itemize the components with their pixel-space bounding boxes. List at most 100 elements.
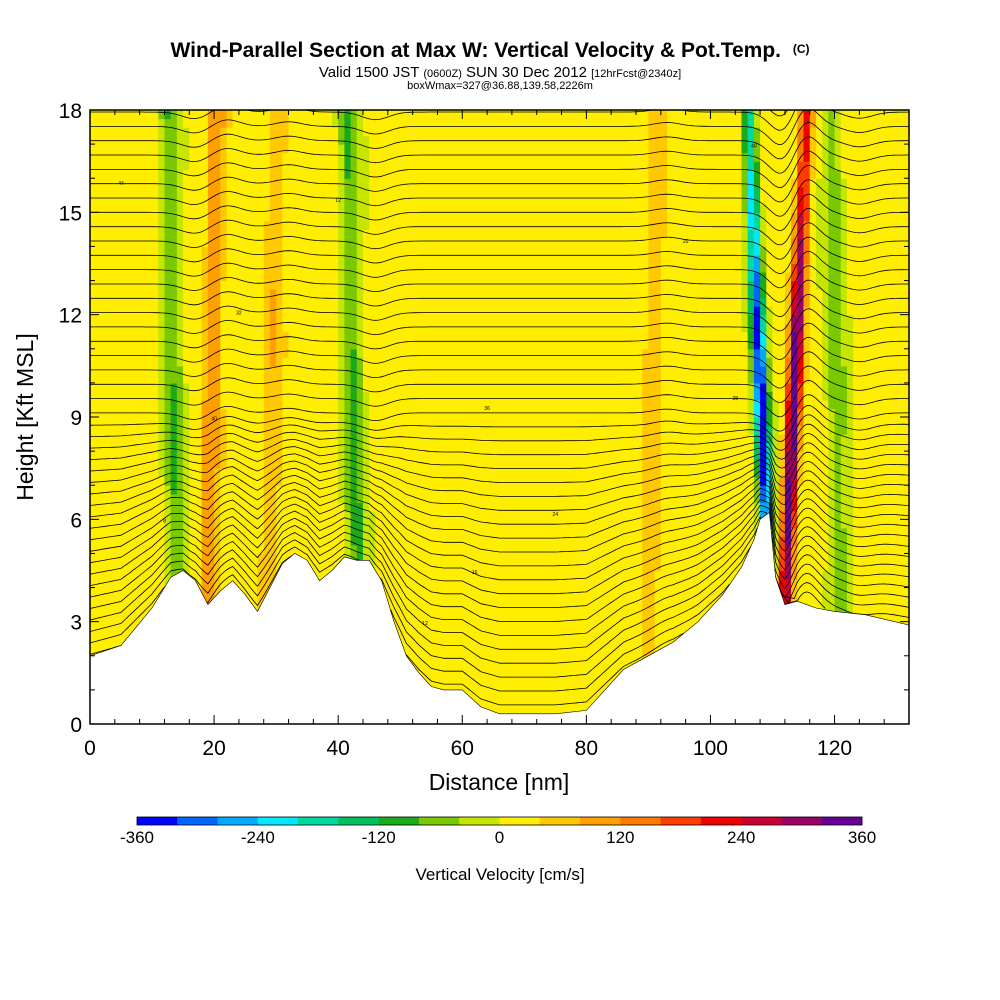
velocity-cell — [90, 451, 97, 461]
velocity-cell — [164, 254, 172, 265]
velocity-cell — [344, 340, 352, 350]
velocity-cell — [350, 297, 358, 307]
velocity-cell — [220, 289, 228, 299]
velocity-cell — [145, 382, 153, 393]
velocity-cell — [381, 169, 389, 179]
velocity-cell — [269, 110, 277, 120]
velocity-cell — [443, 442, 451, 452]
velocity-cell — [201, 544, 209, 555]
velocity-cell — [108, 229, 116, 239]
velocity-cell — [214, 246, 221, 256]
velocity-cell — [518, 570, 525, 580]
velocity-cell — [294, 263, 302, 273]
velocity-cell — [133, 459, 141, 469]
velocity-cell — [474, 220, 482, 230]
velocity-cell — [251, 254, 259, 265]
velocity-cell — [493, 655, 501, 665]
velocity-cell — [276, 246, 283, 256]
velocity-cell — [145, 587, 153, 597]
velocity-cell — [381, 561, 389, 572]
velocity-cell — [375, 476, 383, 486]
velocity-cell — [319, 246, 327, 256]
velocity-cell — [505, 110, 513, 120]
velocity-cell — [152, 485, 159, 495]
velocity-cell — [121, 297, 128, 307]
velocity-cell — [325, 365, 333, 375]
velocity-cell — [158, 434, 166, 444]
velocity-cell — [344, 399, 352, 410]
velocity-cell — [381, 485, 389, 495]
velocity-cell — [431, 527, 439, 537]
velocity-cell — [499, 544, 507, 555]
velocity-cell — [108, 272, 116, 282]
velocity-cell — [511, 340, 519, 350]
velocity-cell — [294, 246, 302, 256]
velocity-cell — [387, 272, 395, 282]
velocity-cell — [406, 323, 414, 333]
velocity-cell — [363, 425, 370, 435]
velocity-cell — [195, 391, 203, 401]
velocity-cell — [462, 212, 470, 222]
velocity-cell — [344, 272, 352, 282]
velocity-cell — [245, 246, 252, 256]
velocity-cell — [369, 544, 377, 555]
velocity-cell — [456, 630, 463, 640]
velocity-cell — [121, 272, 128, 282]
velocity-cell — [127, 306, 135, 316]
velocity-cell — [443, 127, 451, 137]
velocity-cell — [276, 254, 283, 265]
velocity-cell — [394, 493, 401, 503]
velocity-cell — [363, 186, 370, 196]
velocity-cell — [170, 527, 178, 537]
velocity-cell — [394, 289, 401, 299]
velocity-cell — [406, 434, 414, 444]
velocity-cell — [493, 417, 501, 427]
velocity-cell — [350, 254, 358, 265]
velocity-cell — [158, 340, 166, 350]
velocity-cell — [480, 263, 488, 273]
velocity-cell — [474, 169, 482, 179]
velocity-cell — [121, 340, 128, 350]
velocity-cell — [319, 527, 327, 537]
velocity-cell — [443, 263, 451, 273]
velocity-cell — [245, 374, 252, 384]
velocity-cell — [331, 417, 339, 427]
velocity-cell — [493, 306, 501, 316]
velocity-cell — [102, 229, 110, 239]
velocity-cell — [96, 127, 104, 137]
velocity-cell — [381, 348, 389, 358]
velocity-cell — [437, 596, 445, 606]
velocity-cell — [480, 272, 488, 282]
velocity-cell — [369, 348, 377, 358]
velocity-cell — [363, 263, 370, 273]
velocity-cell — [493, 195, 501, 205]
velocity-cell — [251, 459, 259, 469]
velocity-cell — [375, 536, 383, 546]
velocity-cell — [139, 263, 147, 273]
velocity-cell — [462, 493, 470, 503]
velocity-cell — [350, 476, 358, 486]
velocity-cell — [493, 647, 501, 657]
velocity-cell — [443, 502, 451, 512]
velocity-cell — [269, 297, 277, 307]
velocity-cell — [127, 417, 135, 427]
velocity-cell — [356, 246, 364, 256]
velocity-cell — [356, 263, 364, 273]
velocity-cell — [381, 425, 389, 435]
velocity-cell — [449, 169, 457, 179]
velocity-cell — [133, 519, 141, 529]
velocity-cell — [139, 485, 147, 495]
velocity-cell — [121, 195, 128, 205]
velocity-cell — [195, 195, 203, 205]
velocity-cell — [350, 485, 358, 495]
velocity-cell — [499, 655, 507, 665]
velocity-cell — [406, 297, 414, 307]
velocity-cell — [201, 254, 209, 265]
velocity-cell — [344, 459, 352, 469]
velocity-cell — [456, 399, 463, 410]
velocity-cell — [363, 306, 370, 316]
velocity-cell — [369, 263, 377, 273]
velocity-cell — [263, 306, 271, 316]
velocity-cell — [282, 399, 290, 410]
velocity-cell — [207, 186, 215, 196]
